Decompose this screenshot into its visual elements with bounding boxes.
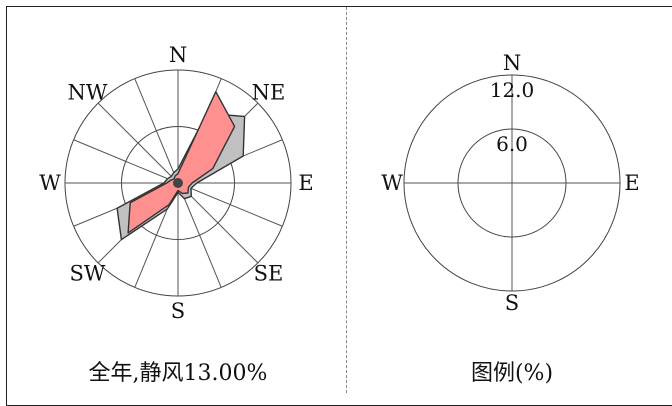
rose-center-dot xyxy=(173,178,183,188)
legend-ring-label-0: 6.0 xyxy=(496,132,528,156)
legend-panel: 6.0 12.0 N E S W xyxy=(381,51,639,315)
wind-rose-panel: N NE E SE S SW W NW xyxy=(39,43,313,323)
rose-spoke-WNW xyxy=(73,139,179,184)
legend-ring-label-1: 12.0 xyxy=(490,78,535,102)
legend-caption: 图例(%) xyxy=(471,361,553,386)
rose-dir-label-ne: NE xyxy=(252,81,286,105)
rose-dir-label-n: N xyxy=(169,43,187,67)
rose-spoke-NW xyxy=(97,102,179,184)
rose-dir-label-s: S xyxy=(171,299,185,323)
rose-caption: 全年,静风13.00% xyxy=(89,361,268,386)
rose-dir-label-sw: SW xyxy=(70,262,106,286)
rose-dir-label-se: SE xyxy=(254,262,284,286)
rose-dir-label-e: E xyxy=(298,171,313,195)
rose-spoke-ESE xyxy=(177,182,283,227)
panel-divider xyxy=(346,7,347,393)
rose-series-1 xyxy=(127,90,236,234)
rose-spoke-SSE xyxy=(177,182,222,288)
legend-dir-label-e: E xyxy=(624,171,639,195)
legend-dir-label-n: N xyxy=(503,51,521,75)
rose-dir-label-w: W xyxy=(39,171,61,195)
rose-dir-label-nw: NW xyxy=(68,81,108,105)
legend-dir-label-s: S xyxy=(505,291,519,315)
rose-spoke-NNW xyxy=(134,78,179,184)
legend-dir-label-w: W xyxy=(381,171,403,195)
